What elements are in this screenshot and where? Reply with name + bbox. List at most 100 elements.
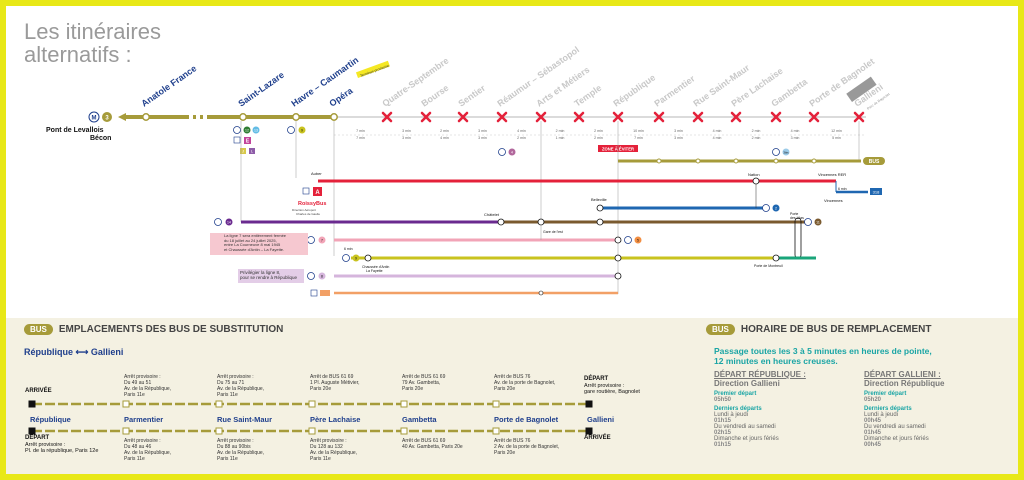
station-label: Quatre-Septembre (380, 55, 450, 108)
closed-x-icon (808, 111, 820, 123)
train-j-letter: J (242, 149, 244, 154)
station-parmentier: Parmentier (652, 73, 697, 123)
station-r-publique: République (611, 72, 657, 123)
last-departures-label: Derniers départs (714, 406, 762, 412)
line13-badge (252, 126, 260, 134)
schedule-time: 00h45 (864, 418, 882, 424)
station-label: Temple (572, 83, 603, 109)
route-diagram (28, 400, 593, 435)
first-departure-time: 05h20 (864, 397, 882, 403)
rer-icon (233, 136, 241, 144)
line12-number: 12 (245, 129, 249, 133)
travel-time-top: 2 min (440, 129, 449, 133)
line8-number: 8 (321, 275, 323, 279)
chatelet-dot (497, 218, 505, 226)
schedule-time: 02h15 (714, 430, 732, 436)
schedule-day: Lundi à jeudi (864, 412, 899, 418)
closed-x-icon (535, 111, 547, 123)
bus318-badge (870, 188, 882, 195)
line8-badge (318, 272, 326, 280)
metro-icon (233, 126, 241, 134)
line11-badge (814, 218, 822, 226)
line7-number: 7 (321, 239, 323, 243)
vincennes-label: Vincennes (824, 198, 843, 203)
metro-icon (762, 204, 770, 212)
sched-col-direction: Direction Gallieni (714, 379, 780, 388)
station-anatole-france: Anatole France (139, 63, 198, 121)
station-gambetta: Gambetta (769, 76, 810, 123)
montreuil-dot (772, 254, 780, 262)
vincennes-rer-label: Vincennes RER (818, 172, 846, 177)
closed-x-icon (730, 111, 742, 123)
route-top-stop (492, 400, 500, 408)
travel-time-bottom: 7 min (634, 136, 643, 140)
first-departure-label: Premier départ (864, 391, 907, 397)
roissy-note: Charles de Gaulle (296, 212, 320, 216)
travel-time-bottom: 3 min (402, 136, 411, 140)
line9-badge (298, 126, 306, 134)
bus-stop-dot (773, 158, 779, 164)
schedule-time: 00h45 (864, 442, 882, 448)
top-depart: DÉPART Arrêt provisoire : gare routière, … (584, 376, 640, 395)
line14-badge (225, 218, 233, 226)
route-bottom-stop (28, 427, 36, 435)
bottom-depart: DÉPART Arrêt provisoire : Pl. de la répub… (25, 435, 99, 454)
schedule-day: Du vendredi au samedi (864, 424, 926, 430)
bottom-stop-note: Arrêt de BUS 61 69 40 Av. Gambetta, Pari… (402, 438, 463, 450)
porte-lilas-label: Porte (790, 212, 798, 216)
sched-col-direction: Direction République (864, 379, 945, 388)
station-label: Saint-Lazare (236, 70, 286, 109)
bottom-stop-note: Arrêt provisoire : Du 88 au 90bis Av. de… (217, 438, 265, 462)
top-stop-note: Arrêt provisoire : Du 49 au 51 Av. de la… (124, 374, 172, 398)
train-l-letter: L (251, 149, 254, 154)
travel-time-top: 2 min (594, 129, 603, 133)
closed-x-icon (496, 111, 508, 123)
bottom-stop-note: Arrêt provisoire : Du 48 au 46 Av. de la… (124, 438, 172, 462)
arrow-left-icon (118, 113, 126, 121)
bus318-number: 318 (873, 190, 880, 195)
line2-number: 2 (775, 207, 777, 211)
closed-x-icon (573, 111, 585, 123)
metro-icon (498, 148, 506, 156)
sched-headline: Passage toutes les 3 à 5 minutes en heur… (714, 346, 932, 366)
line3bis-number: 3bis (783, 151, 789, 155)
bus-pill-text: BUS (869, 159, 880, 165)
metro-icon (307, 236, 315, 244)
sched-col-title: DÉPART GALLIENI : (864, 370, 941, 379)
metro-icon (804, 218, 812, 226)
top-arrivee: ARRIVÉE (25, 388, 52, 394)
alert-line8: Privilégier la ligne 8, pour se rendre à… (238, 269, 304, 283)
metro-icon (307, 272, 315, 280)
station-label: Sentier (456, 83, 487, 109)
line11-number: 11 (816, 221, 820, 225)
stop-name: Gallieni (587, 415, 615, 424)
dot (596, 218, 604, 226)
travel-time-top: 10 min (633, 129, 644, 133)
travel-time-top: 4 min (791, 129, 800, 133)
route-bottom-stop (215, 427, 223, 435)
montreuil-label: Porte de Montreuil (754, 264, 783, 268)
travel-time-top: 3 min (402, 129, 411, 133)
schedule-day: Dimanche et jours fériés (714, 436, 779, 442)
closed-x-icon (420, 111, 432, 123)
closed-x-icon (612, 111, 624, 123)
station-dot (292, 113, 300, 121)
stop-name: Père Lachaise (310, 415, 361, 424)
line5-badge (634, 236, 642, 244)
section-sched-text: HORAIRE DE BUS DE REMPLACEMENT (740, 324, 932, 335)
top-stop-note: Arrêt provisoire : Du 75 au 71 Av. de la… (217, 374, 265, 398)
stop-name: Parmentier (124, 415, 164, 424)
line4-badge (508, 148, 516, 156)
roissybus-label: RoissyBus (298, 201, 326, 207)
bottom-stop-note: Arrêt de BUS 76 2 Av. de la porte de Bag… (494, 438, 560, 456)
porte-lilas-interchange (794, 217, 802, 259)
route-bottom-stop (400, 427, 408, 435)
belleville-dot (596, 204, 604, 212)
nation-dot (752, 177, 760, 185)
station-op-ra: Opéra (327, 85, 355, 121)
travel-time-bottom: 5 min (832, 136, 841, 140)
closed-x-icon (457, 111, 469, 123)
schedule-time: 01h15 (714, 442, 732, 448)
station-label: Bourse (419, 83, 450, 109)
route-bottom-stop (308, 427, 316, 435)
